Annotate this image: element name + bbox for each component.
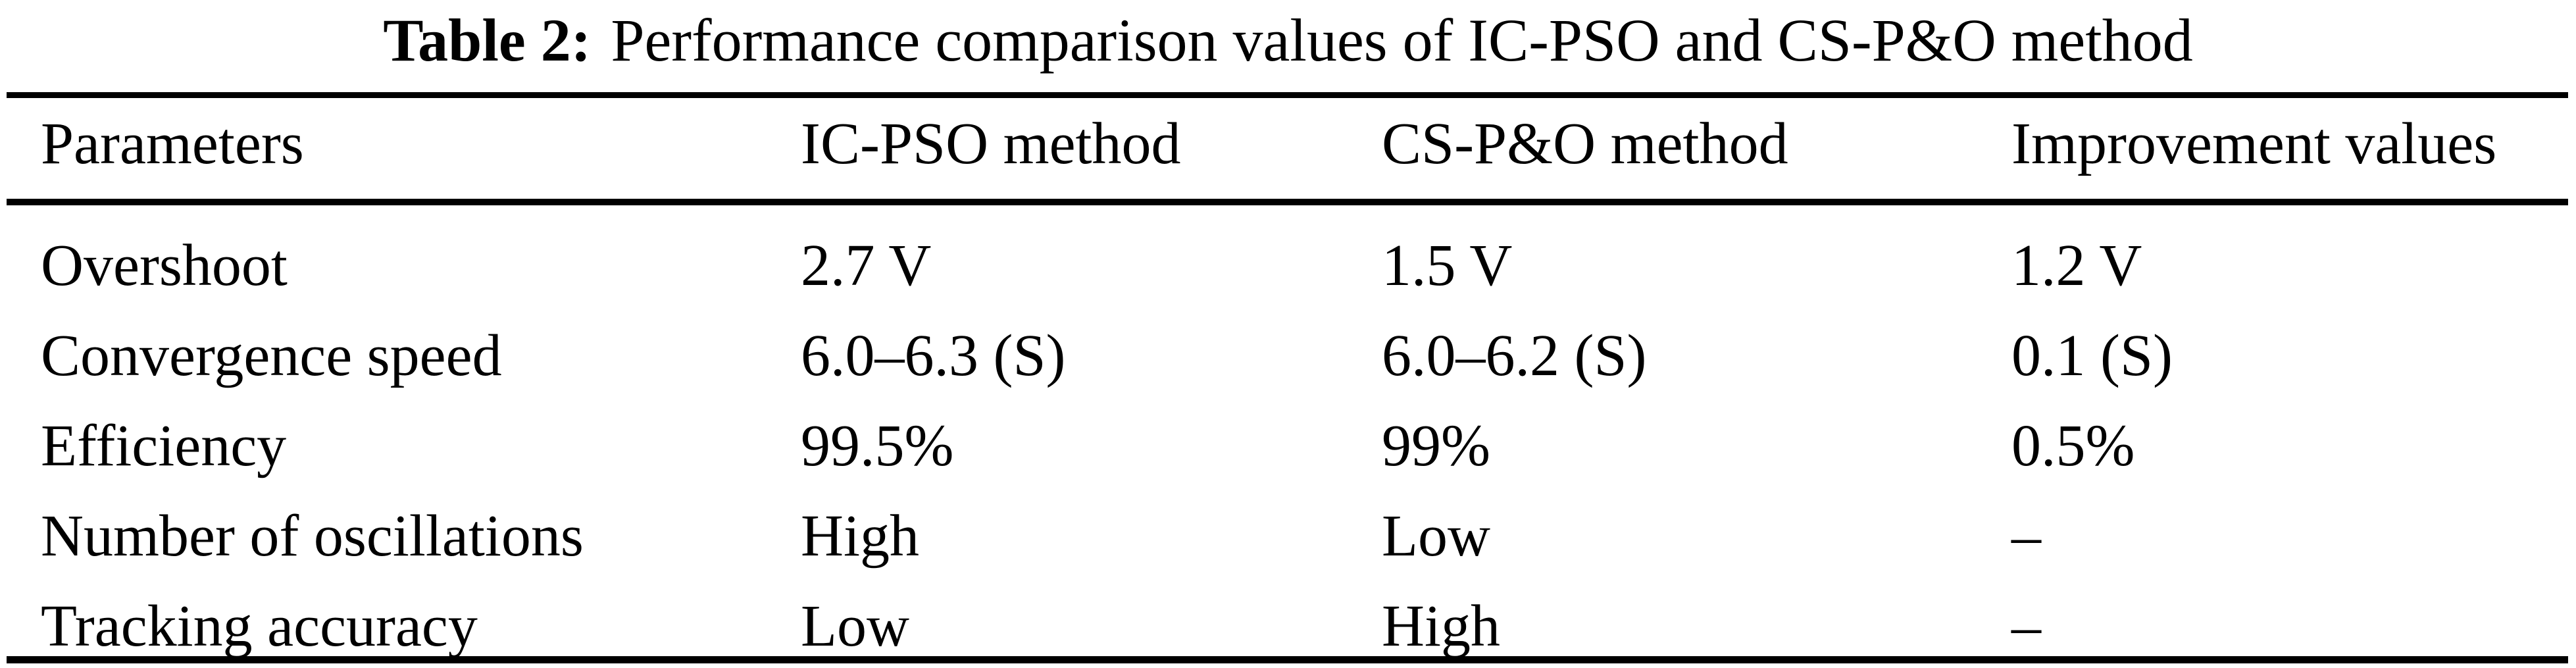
cell-cspo-oscillations: Low [1382,503,1490,569]
col-header-ic-pso-method: IC-PSO method [801,111,1181,176]
table-header-row: Parameters IC-PSO method CS-P&O method I… [7,98,2568,199]
cell-icpso-overshoot: 2.7 V [801,232,932,298]
table-top-rule [7,92,2568,98]
cell-cspo-tracking: High [1382,593,1500,659]
cell-improvement-convergence: 0.1 (S) [2011,322,2173,388]
table-caption: Table 2: Performance comparison values of… [0,4,2576,76]
table-header-rule [7,199,2568,205]
cell-parameter-overshoot: Overshoot [41,232,288,298]
cell-improvement-oscillations: – [2011,503,2041,569]
cell-parameter-efficiency: Efficiency [41,413,287,478]
cell-parameter-oscillations: Number of oscillations [41,503,584,569]
table-bottom-rule [7,656,2568,663]
col-header-improvement-values: Improvement values [2011,111,2497,176]
cell-improvement-overshoot: 1.2 V [2011,232,2142,298]
col-header-cs-po-method: CS-P&O method [1382,111,1788,176]
table-caption-text: Performance comparison values of IC-PSO … [611,7,2193,74]
col-header-parameters: Parameters [41,111,304,176]
cell-improvement-tracking: – [2011,593,2041,659]
cell-improvement-efficiency: 0.5% [2011,413,2135,478]
cell-parameter-tracking: Tracking accuracy [41,593,478,659]
cell-icpso-efficiency: 99.5% [801,413,954,478]
cell-parameter-convergence: Convergence speed [41,322,502,388]
table-caption-label: Table 2: [383,7,592,74]
cell-cspo-convergence: 6.0–6.2 (S) [1382,322,1647,388]
cell-icpso-convergence: 6.0–6.3 (S) [801,322,1066,388]
cell-icpso-oscillations: High [801,503,919,569]
table-body: Overshoot 2.7 V 1.5 V 1.2 V Convergence … [7,205,2568,656]
cell-cspo-overshoot: 1.5 V [1382,232,1513,298]
cell-cspo-efficiency: 99% [1382,413,1490,478]
cell-icpso-tracking: Low [801,593,909,659]
